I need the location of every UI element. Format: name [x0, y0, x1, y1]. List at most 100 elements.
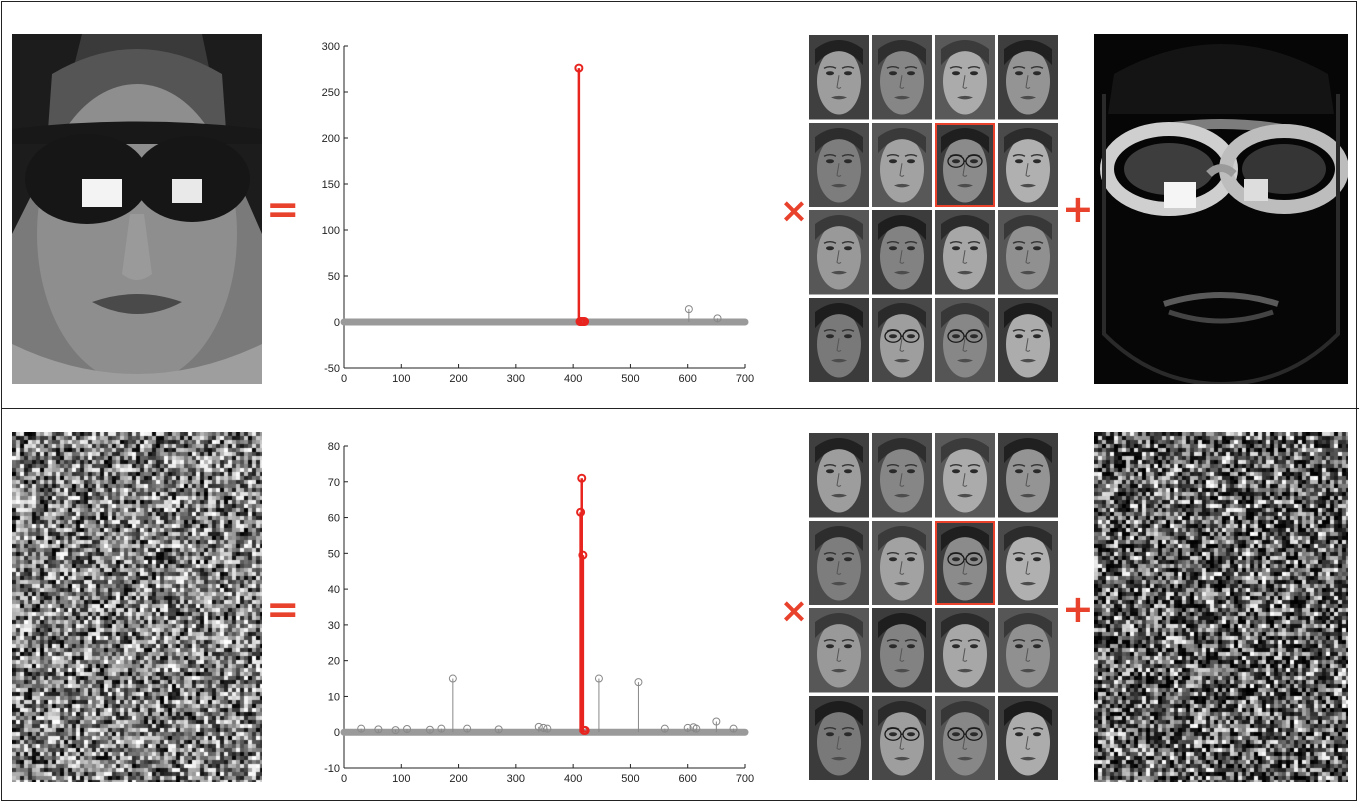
x-tick-label: 500 [621, 373, 639, 385]
dictionary-face-cell [935, 433, 995, 518]
dictionary-face-cell [935, 608, 995, 693]
main-stem-marker [577, 473, 587, 483]
error-image-noise [1094, 432, 1348, 782]
x-tick-label: 100 [392, 773, 410, 785]
x-tick-label: 200 [449, 373, 467, 385]
minor-stem-marker [357, 724, 366, 733]
dictionary-face-cell [935, 695, 995, 780]
minor-stem-marker [403, 725, 412, 734]
dictionary-face-cell [809, 695, 869, 780]
minor-stem-marker [391, 726, 400, 735]
dictionary-face-cell [935, 210, 995, 295]
minor-stem-marker [712, 717, 721, 726]
dictionary-face-cell [809, 122, 869, 207]
dictionary-face-cell [872, 35, 932, 120]
dictionary-face-cell [998, 695, 1058, 780]
y-tick-label: 300 [322, 41, 340, 53]
selected-face-highlight [935, 520, 995, 605]
x-tick-label: 0 [341, 773, 347, 785]
minor-stem-marker [425, 725, 434, 734]
y-tick-label: 200 [322, 133, 340, 145]
y-tick-label: 150 [322, 179, 340, 191]
x-tick-label: 500 [621, 773, 639, 785]
x-tick-label: 100 [392, 373, 410, 385]
y-tick-label: 50 [328, 271, 340, 283]
dictionary-face-cell [872, 210, 932, 295]
x-tick-label: 200 [449, 773, 467, 785]
minor-stem-marker [594, 674, 603, 683]
dictionary-face-grid-2 [808, 432, 1060, 782]
selected-face-highlight [935, 122, 995, 207]
x-tick-label: 0 [341, 373, 347, 385]
dictionary-face-cell [935, 520, 995, 605]
dictionary-face-cell [809, 520, 869, 605]
coefficient-stem-plot-2: 0 100 200 300 400 500 600 700-10010203040506070… [324, 441, 754, 785]
dictionary-face-cell [998, 35, 1058, 120]
coefficient-stem-plot-1: 0 100 200 300 400 500 600 700-50050100150200250… [322, 41, 755, 385]
y-tick-label: -10 [324, 763, 340, 775]
error-image-sunglasses [1094, 34, 1348, 384]
dictionary-face-cell [998, 608, 1058, 693]
minor-stem-marker [713, 314, 722, 323]
x-tick-label: 400 [564, 773, 582, 785]
test-face-noise [12, 432, 262, 782]
dictionary-face-cell [809, 35, 869, 120]
y-tick-label: -50 [324, 363, 340, 375]
equals-sign: = [266, 187, 300, 233]
y-tick-label: 50 [328, 548, 340, 560]
dictionary-face-cell [872, 608, 932, 693]
minor-stem-marker [534, 722, 543, 731]
plus-sign: + [1062, 187, 1094, 231]
dictionary-face-cell [998, 297, 1058, 382]
plus-sign: + [1062, 587, 1094, 631]
dictionary-face-cell [998, 433, 1058, 518]
x-tick-label: 700 [736, 373, 754, 385]
dictionary-face-cell [935, 122, 995, 207]
minor-stem-marker [683, 723, 692, 732]
y-tick-label: 0 [334, 727, 340, 739]
minor-stem-marker [374, 725, 383, 734]
minor-stem-marker [729, 724, 738, 733]
dictionary-face-cell [998, 210, 1058, 295]
dictionary-face-cell [998, 520, 1058, 605]
main-stem-marker [580, 317, 590, 327]
y-tick-label: 0 [334, 317, 340, 329]
dictionary-face-cell [872, 520, 932, 605]
dictionary-face-cell [809, 433, 869, 518]
minor-stem-marker [448, 674, 457, 683]
minor-stem-marker [539, 723, 548, 732]
minor-stem-marker [692, 724, 701, 733]
equals-sign: = [266, 587, 300, 633]
x-tick-label: 600 [679, 373, 697, 385]
x-tick-label: 300 [507, 773, 525, 785]
dictionary-face-grid-1 [808, 34, 1060, 384]
dictionary-face-cell [872, 695, 932, 780]
dictionary-face-cell [998, 122, 1058, 207]
dictionary-face-cell [872, 122, 932, 207]
main-stem-marker [578, 550, 588, 560]
y-tick-label: 30 [328, 620, 340, 632]
dictionary-face-cell [809, 608, 869, 693]
dictionary-face-cell [935, 297, 995, 382]
minor-stem-marker [463, 724, 472, 733]
minor-stem-marker [494, 725, 503, 734]
minor-stem-marker [543, 724, 552, 733]
dictionary-face-cell [809, 210, 869, 295]
minor-stem-marker [634, 678, 643, 687]
y-tick-label: 20 [328, 656, 340, 668]
y-tick-label: 80 [328, 441, 340, 453]
y-tick-label: 60 [328, 513, 340, 525]
minor-stem-marker [660, 724, 669, 733]
dictionary-face-cell [872, 297, 932, 382]
x-tick-label: 400 [564, 373, 582, 385]
main-stem-marker [574, 63, 584, 73]
y-tick-label: 250 [322, 87, 340, 99]
y-tick-label: 40 [328, 584, 340, 596]
main-stem-marker [580, 725, 590, 735]
y-tick-label: 10 [328, 691, 340, 703]
times-sign: × [779, 591, 809, 631]
x-tick-label: 700 [736, 773, 754, 785]
dictionary-face-cell [809, 297, 869, 382]
y-tick-label: 100 [322, 225, 340, 237]
